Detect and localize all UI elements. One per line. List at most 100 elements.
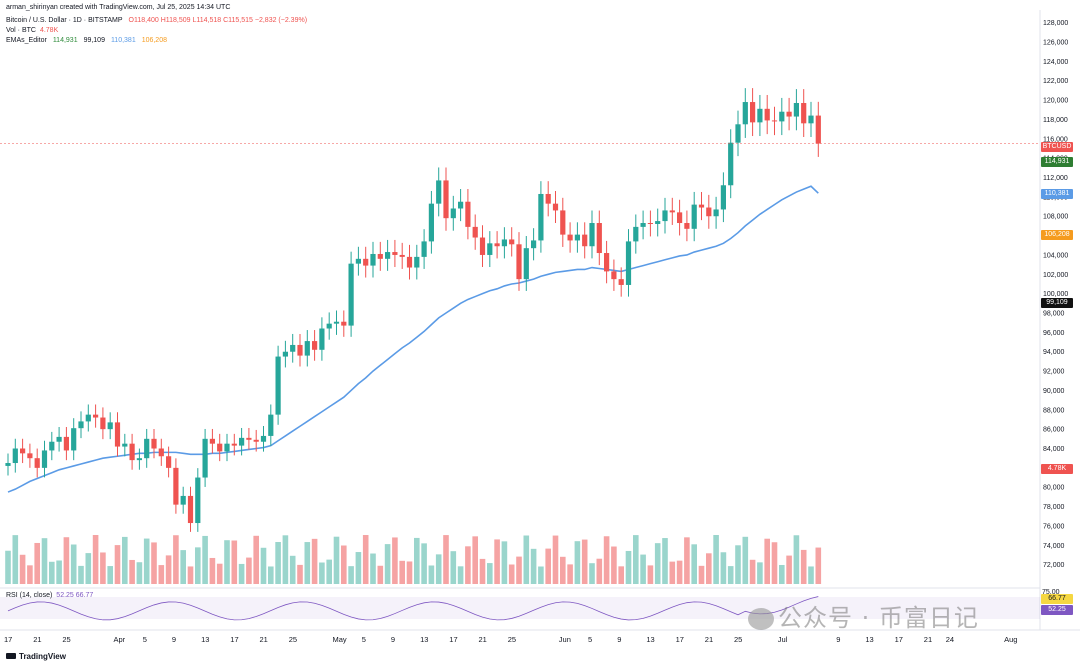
candle-body	[720, 185, 726, 210]
candle-body	[129, 443, 135, 461]
date-tick-label: 5	[362, 635, 366, 644]
candle-body	[268, 414, 274, 436]
candle-body	[677, 212, 683, 224]
candle-body	[764, 108, 770, 121]
date-tick-label: 17	[895, 635, 903, 644]
volume-bar	[85, 553, 92, 584]
price-tick-label: 92,000	[1043, 369, 1065, 376]
volume-bar	[465, 546, 471, 584]
volume-bar	[122, 536, 128, 584]
volume-bar	[421, 543, 427, 584]
price-tick-label: 112,000	[1043, 175, 1068, 182]
volume-bar	[457, 566, 464, 584]
ema50-tag: 110,381	[1041, 189, 1073, 199]
date-tick-label: 25	[62, 635, 70, 644]
candle-body	[443, 180, 449, 219]
volume-bar	[355, 552, 362, 584]
date-tick-label: 9	[836, 635, 840, 644]
volume-bar	[173, 535, 179, 584]
candle-body	[173, 467, 179, 505]
price-tick-label: 84,000	[1043, 446, 1065, 453]
candle-body	[122, 443, 128, 447]
ema50-line	[7, 185, 819, 493]
volume-bar	[297, 564, 303, 584]
candle-body	[355, 258, 361, 264]
price-tick-label: 122,000	[1043, 78, 1068, 85]
volume-bar	[435, 554, 442, 584]
ohlc-values: O118,400 H118,509 L114,518 C115,515 −2,8…	[128, 17, 308, 24]
volume-bar	[158, 565, 165, 584]
volume-bar	[246, 557, 252, 584]
volume-bar	[107, 566, 113, 584]
volume-bar	[202, 535, 208, 584]
volume-bar	[209, 557, 216, 584]
candle-body	[472, 226, 478, 238]
candle-body	[224, 443, 230, 452]
volume-bar	[70, 544, 77, 584]
candle-body	[815, 115, 821, 144]
volume-bar	[78, 565, 84, 584]
volume-bar	[494, 539, 500, 584]
volume-bar	[275, 542, 281, 584]
volume-bar	[151, 542, 157, 584]
volume-bar	[282, 535, 289, 584]
volume-bar	[129, 559, 135, 584]
volume-bar	[625, 550, 632, 584]
rsi-line	[7, 596, 819, 621]
volume-bar	[552, 535, 559, 584]
date-tick-label: Aug	[1004, 635, 1017, 644]
volume-bar	[633, 535, 639, 584]
rsi-hi-tag: 66.77	[1041, 594, 1073, 604]
volume-bar	[311, 538, 318, 584]
candle-body	[640, 223, 646, 227]
wechat-icon	[748, 608, 774, 630]
candle-body	[114, 422, 121, 447]
watermark: 公众号 · 币富日记	[748, 598, 979, 633]
volume-bar	[399, 560, 405, 584]
candle-body	[801, 103, 807, 124]
ema20-tag: 114,931	[1041, 157, 1073, 167]
candle-body	[195, 477, 201, 524]
volume-bar	[319, 562, 325, 584]
symbol-line: Bitcoin / U.S. Dollar · 1D · BITSTAMP O1…	[6, 16, 311, 25]
price-tick-label: 104,000	[1043, 252, 1068, 259]
candle-body	[63, 436, 69, 451]
candle-body	[180, 495, 186, 505]
candle-body	[136, 458, 142, 461]
volume-bar	[523, 535, 530, 584]
candle-body	[582, 234, 588, 247]
volume-bar	[136, 562, 143, 584]
volume-bar	[516, 556, 522, 584]
price-tick-label: 74,000	[1043, 543, 1065, 550]
candle-body	[282, 351, 288, 357]
candle-body	[41, 450, 48, 468]
candle-body	[545, 193, 551, 204]
volume-bar	[538, 566, 544, 584]
date-tick-label: Jun	[559, 635, 571, 644]
candle-body	[85, 414, 91, 422]
price-tick-label: 118,000	[1043, 117, 1068, 124]
candle-body	[487, 243, 493, 255]
volume-bar	[216, 563, 223, 584]
rsi-band	[0, 597, 1040, 619]
candle-body	[523, 248, 529, 280]
date-tick-label: 17	[4, 635, 12, 644]
volume-legend: Vol · BTC 4.78K	[6, 27, 59, 34]
price-tick-label: 96,000	[1043, 330, 1065, 337]
candle-body	[319, 328, 325, 350]
candle-body	[406, 256, 413, 268]
date-tick-label: 5	[143, 635, 147, 644]
candle-body	[793, 103, 799, 117]
volume-bar	[662, 538, 668, 584]
candle-body	[56, 436, 62, 442]
candle-body	[625, 241, 632, 285]
candle-body	[509, 239, 515, 245]
candle-body	[633, 226, 639, 242]
candle-body	[414, 256, 420, 268]
volume-bar	[727, 566, 734, 584]
rsi-legend: RSI (14, close) 52.25 66.77	[6, 592, 94, 599]
volume-bar	[289, 555, 296, 584]
volume-bar	[34, 542, 40, 584]
symbol-title: Bitcoin / U.S. Dollar · 1D · BITSTAMP	[6, 17, 123, 24]
